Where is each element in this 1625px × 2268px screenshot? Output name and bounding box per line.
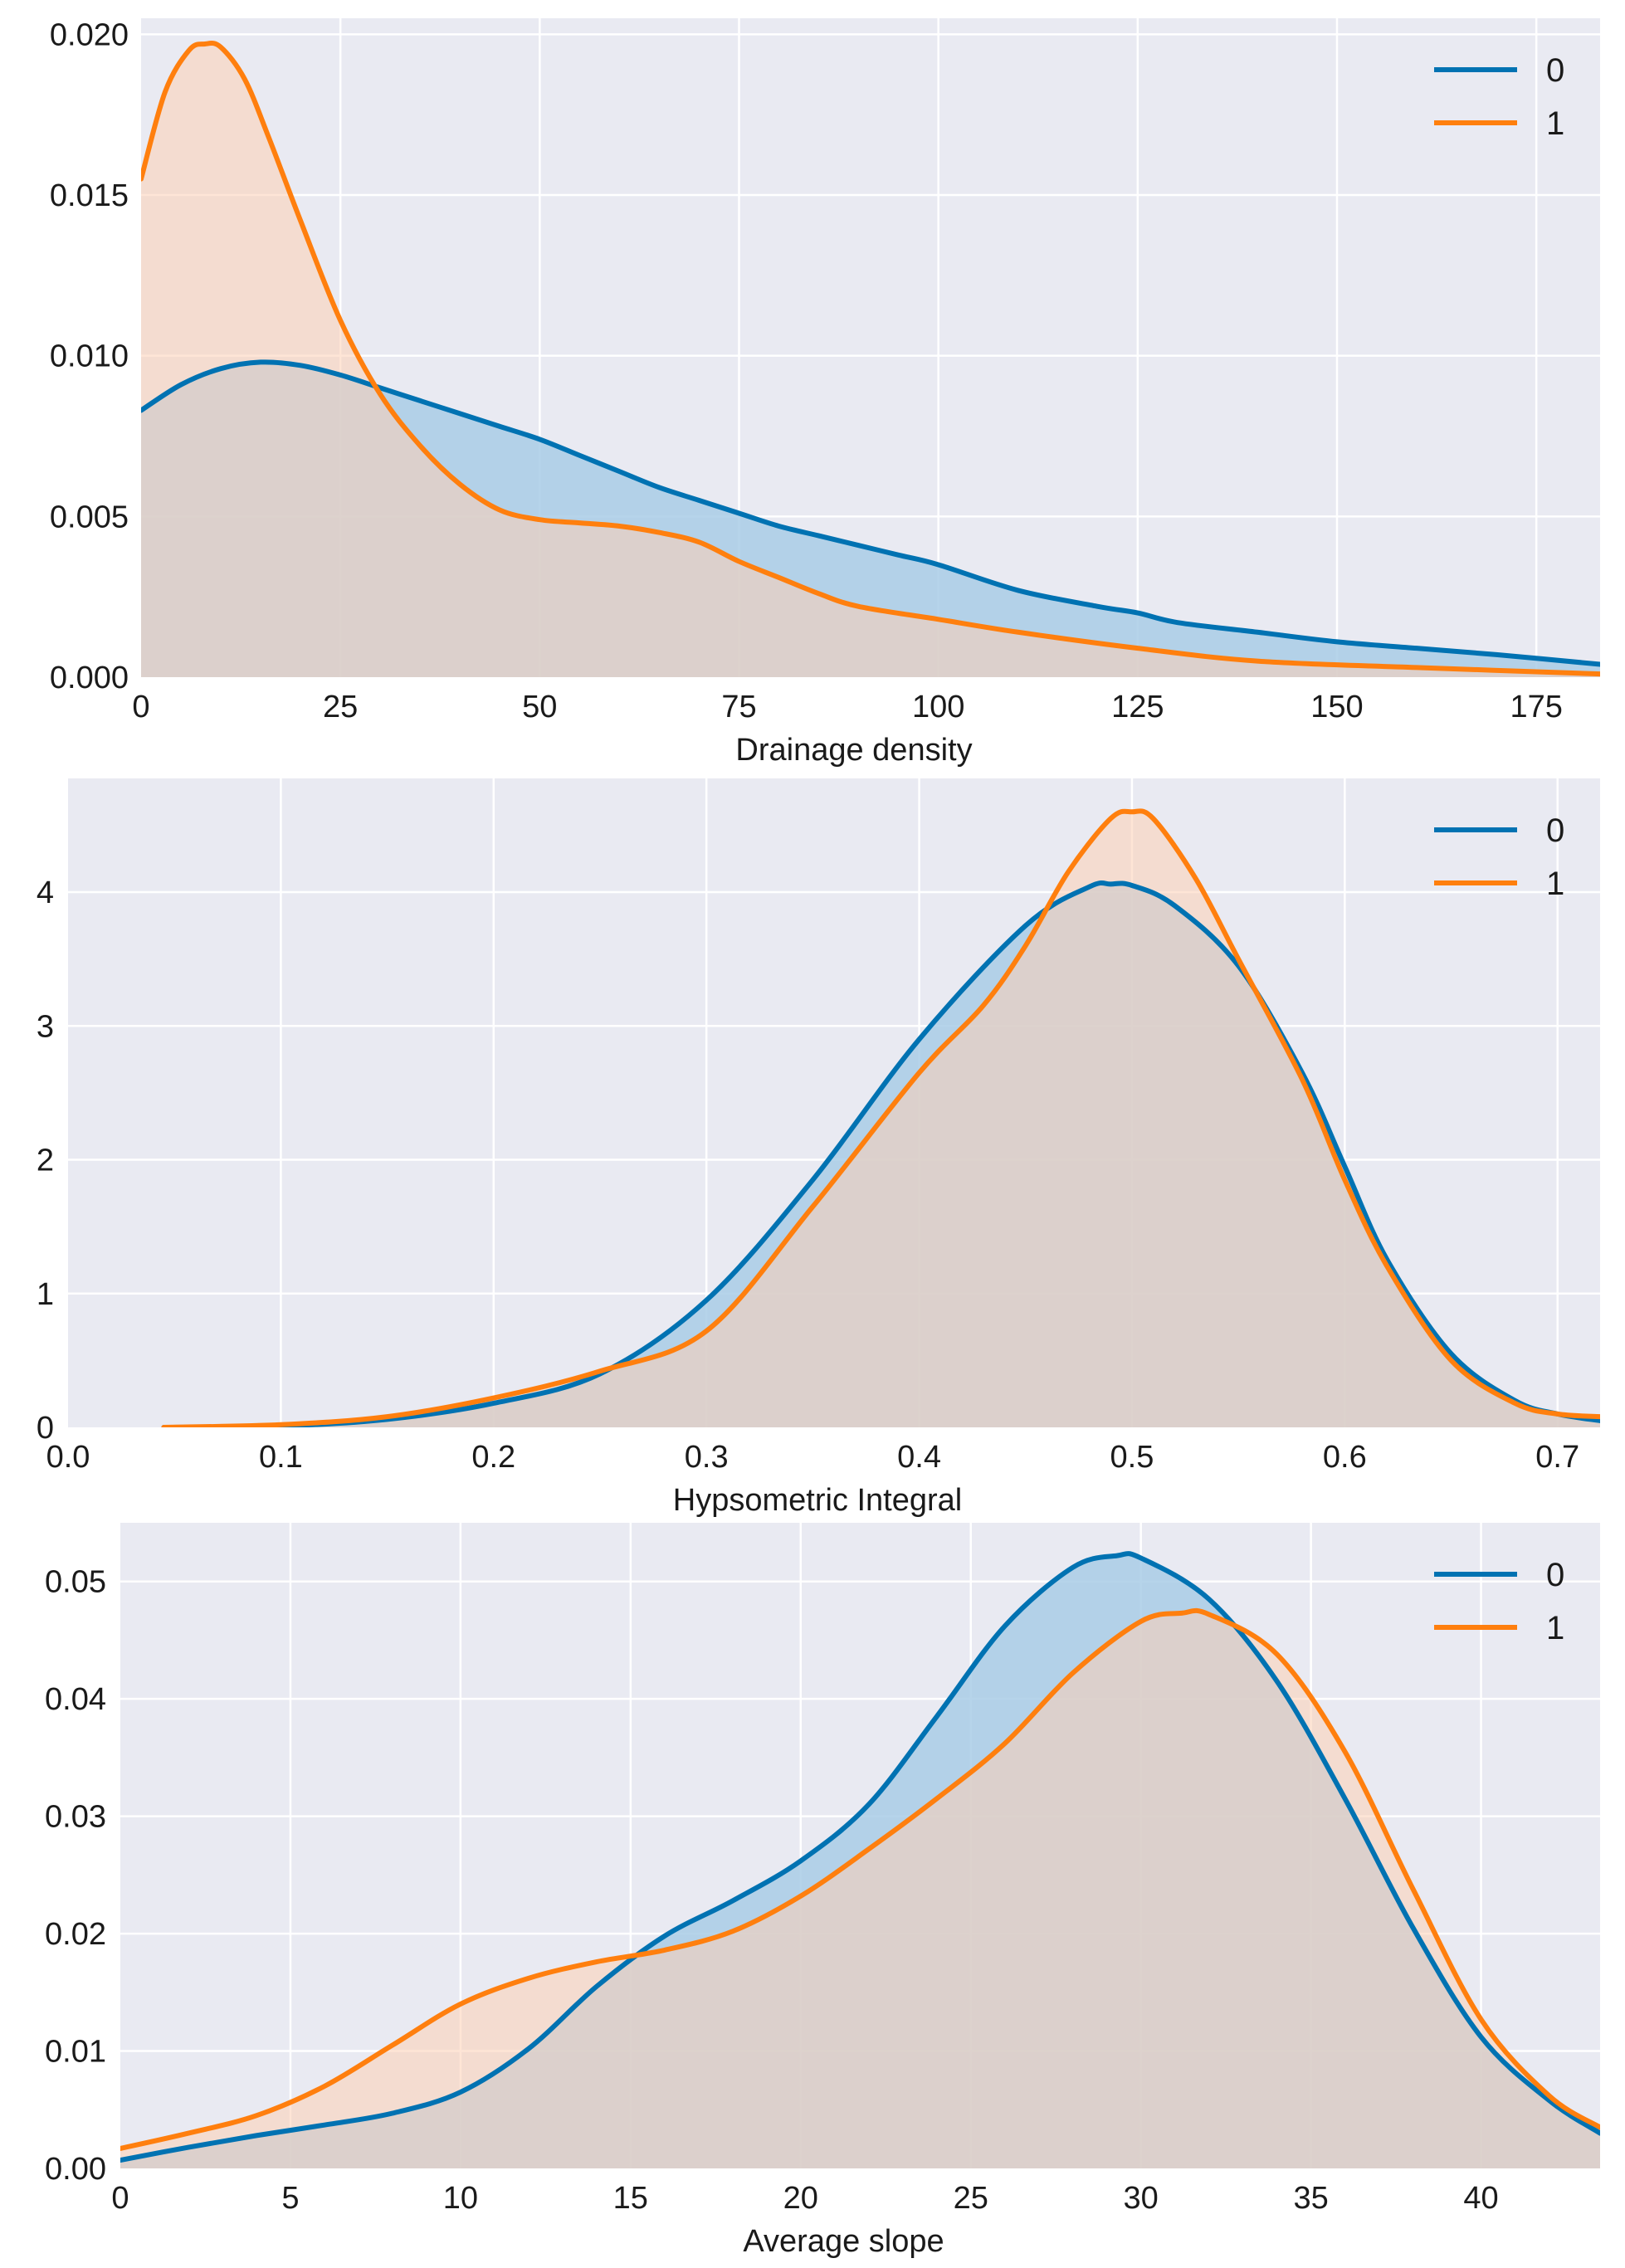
y-tick-label: 0.03 (45, 1800, 106, 1835)
x-tick-label: 0.2 (471, 1440, 515, 1475)
x-tick-label: 15 (613, 2181, 648, 2216)
legend-label-1: 1 (1546, 866, 1564, 902)
x-axis-title: Hypsometric Integral (673, 1483, 962, 1518)
series-1-line (120, 1607, 1600, 2151)
series-0-line (141, 359, 1600, 667)
y-tick-label: 0.05 (45, 1565, 106, 1600)
x-tick-label: 35 (1293, 2181, 1328, 2216)
x-tick-label: 25 (954, 2181, 988, 2216)
legend: 01 (1434, 52, 1564, 142)
legend: 01 (1434, 812, 1564, 902)
legend: 01 (1434, 1557, 1564, 1646)
series-0-line (161, 880, 1600, 1427)
x-tick-label: 0.1 (259, 1440, 303, 1475)
series-layer (141, 41, 1600, 677)
x-tick-label: 175 (1510, 690, 1562, 724)
chart-panel-average-slope: 0 5 10 15 20 25 30 35 400.000.010.020.030.040.05… (45, 1523, 1600, 2259)
y-tick-label: 0.005 (50, 500, 129, 534)
x-tick-label: 0.4 (897, 1440, 941, 1475)
x-axis-title: Drainage density (735, 733, 972, 768)
y-tick-label: 0.02 (45, 1917, 106, 1952)
x-tick-label: 100 (912, 690, 964, 724)
x-tick-label: 125 (1111, 690, 1164, 724)
x-tick-label: 0.3 (685, 1440, 729, 1475)
x-tick-label: 0.7 (1535, 1440, 1579, 1475)
y-tick-label: 0 (37, 1411, 54, 1446)
y-tick-label: 1 (37, 1277, 54, 1312)
y-tick-label: 2 (37, 1144, 54, 1178)
x-tick-label: 20 (783, 2181, 818, 2216)
chart-panel-drainage-density: 0 25 50 75 100 125 150 175 0.000 0.005 0.010 0.015 0… (50, 17, 1600, 768)
legend-label-1: 1 (1546, 1610, 1564, 1646)
series-0-line (120, 1551, 1600, 2163)
legend-label-0: 0 (1546, 52, 1564, 89)
y-tick-label: 0.04 (45, 1682, 106, 1717)
series-layer (161, 808, 1600, 1427)
x-tick-label: 10 (443, 2181, 478, 2216)
y-tick-label: 0.000 (50, 661, 129, 695)
legend-label-0: 0 (1546, 812, 1564, 849)
series-1-area (120, 1610, 1600, 2168)
y-tick-label: 4 (37, 875, 54, 910)
x-tick-label: 25 (323, 690, 358, 724)
x-tick-label: 0 (132, 690, 149, 724)
y-tick-label: 0.020 (50, 17, 129, 52)
series-1-line (161, 808, 1600, 1427)
legend-label-1: 1 (1546, 105, 1564, 142)
chart-panel-hypsometric-integral: 0.0 0.1 0.2 0.3 0.4 0.5 0.6 0.701234Hypsometric… (37, 778, 1600, 1518)
y-tick-label: 3 (37, 1009, 54, 1044)
x-tick-label: 40 (1463, 2181, 1498, 2216)
x-tick-label: 0 (111, 2181, 129, 2216)
x-tick-label: 0.6 (1323, 1440, 1367, 1475)
series-1-area (141, 43, 1600, 677)
y-tick-label: 0.00 (45, 2152, 106, 2187)
series-1-line (141, 41, 1600, 677)
x-tick-label: 0.5 (1110, 1440, 1154, 1475)
x-tick-label: 150 (1310, 690, 1363, 724)
x-axis-title: Average slope (743, 2224, 944, 2259)
x-tick-label: 50 (522, 690, 557, 724)
y-tick-label: 0.01 (45, 2035, 106, 2070)
y-tick-label: 0.015 (50, 178, 129, 213)
x-tick-label: 75 (721, 690, 756, 724)
series-layer (120, 1551, 1600, 2168)
y-tick-label: 0.010 (50, 339, 129, 374)
legend-label-0: 0 (1546, 1557, 1564, 1593)
x-tick-label: 0.0 (46, 1440, 90, 1475)
x-tick-label: 5 (281, 2181, 299, 2216)
x-tick-label: 30 (1124, 2181, 1159, 2216)
